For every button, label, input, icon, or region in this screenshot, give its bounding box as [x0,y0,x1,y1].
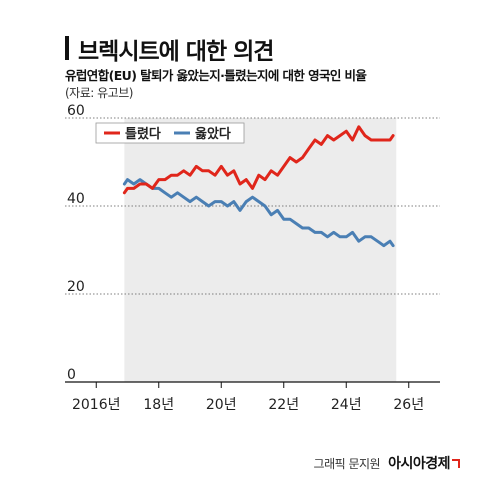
legend-box [95,122,245,144]
x-tick-label: 24년 [331,397,362,413]
brand-logo: 아시아경제 [388,453,460,473]
y-tick-label: 20 [67,279,85,295]
legend-label: 옳았다 [195,126,231,142]
data-source: (자료: 유고브) [65,86,133,100]
series-line [122,178,395,248]
brand-mark-icon [452,459,460,468]
credit-line: 그래픽 문지원 아시아경제 [314,453,460,473]
y-tick-label: 40 [67,191,85,207]
series-line [122,125,395,195]
chart-subtitle: 유럽연합(EU) 탈퇴가 옳았는지·틀렸는지에 대한 영국인 비율 [65,68,367,83]
shaded-period [124,118,397,382]
x-tick-label: 20년 [206,397,237,413]
page-title: 브렉시트에 대한 의견 [78,39,274,65]
y-tick-label: 0 [67,367,76,383]
x-tick-label: 18년 [143,397,174,413]
title-accent-bar [65,36,69,60]
x-tick-label: 22년 [268,397,299,413]
brand-name: 아시아경제 [388,456,450,472]
x-tick-label: 2016년 [72,397,121,413]
x-tick-label: 26년 [393,397,424,413]
credit-text: 그래픽 문지원 [313,457,381,471]
legend-label: 틀렸다 [125,126,161,142]
y-tick-label: 60 [67,103,85,119]
